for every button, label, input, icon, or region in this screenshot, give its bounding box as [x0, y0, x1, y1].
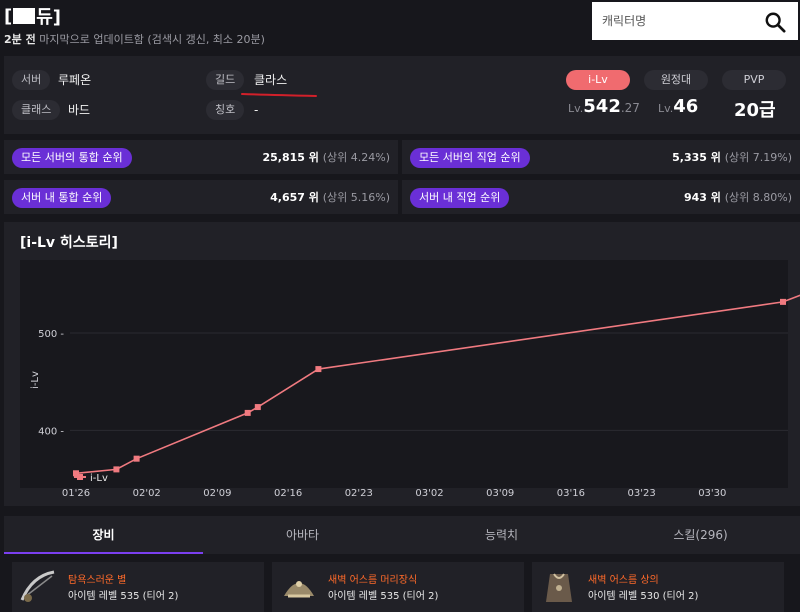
ilv-history-panel: [i-Lv 히스토리] 400 -500 - i-Lv 01'26 02'02 02'0… — [4, 222, 800, 506]
y-tick-label: 500 - — [38, 329, 64, 340]
guild-value[interactable]: 클라스 — [254, 73, 288, 87]
expedition-num: 46 — [673, 96, 699, 117]
ilv-pill[interactable]: i-Lv — [566, 70, 630, 90]
update-status: 2분 전 마지막으로 업데이트함 (검색시 갱신, 최소 20분) — [4, 31, 265, 47]
rank-label[interactable]: 서버 내 통합 순위 — [12, 188, 112, 208]
tab-avatar[interactable]: 아바타 — [285, 528, 320, 542]
expedition-prefix: Lv. — [658, 102, 674, 115]
x-tick-label: 02'02 — [133, 488, 161, 499]
ilv-data-point — [254, 404, 261, 411]
x-tick-label: 02'16 — [274, 488, 302, 499]
equip-item-head[interactable]: 새벽 어스름 머리장식 아이템 레벨 535 (티어 2) — [272, 562, 524, 612]
ilv-data-point — [73, 470, 79, 477]
redacted-name-block — [13, 8, 36, 24]
rank-value: 5,335 위 (상위 7.19%) — [672, 151, 792, 164]
rank-card-all-class: 모든 서버의 직업 순위 5,335 위 (상위 7.19%) — [402, 140, 800, 174]
equip-item-weapon[interactable]: 탐욕스러운 별 아이템 레벨 535 (티어 2) — [12, 562, 264, 612]
y-axis-label: i-Lv — [30, 371, 41, 389]
name-bracket: [ — [4, 5, 13, 27]
x-tick-label: 03'23 — [627, 488, 655, 499]
ilv-dec: .27 — [620, 101, 640, 115]
rank-card-server-class: 서버 내 직업 순위 943 위 (상위 8.80%) — [402, 180, 800, 214]
expedition-pill[interactable]: 원정대 — [644, 70, 708, 90]
pvp-pill[interactable]: PVP — [722, 70, 786, 90]
rank-value: 25,815 위 (상위 4.24%) — [262, 151, 390, 164]
history-title: [i-Lv 히스토리] — [20, 235, 118, 251]
headgear-icon — [284, 581, 314, 598]
tab-equipment[interactable]: 장비 — [92, 528, 115, 542]
class-value: 바드 — [68, 103, 91, 117]
equip-level: 아이템 레벨 535 (티어 2) — [68, 591, 179, 602]
ilv-history-chart: 400 -500 - i-Lv 01'26 02'02 02'09 02'16 02'23 0… — [20, 260, 800, 499]
character-name: [ 듀] — [4, 3, 61, 29]
weapon-icon — [20, 570, 55, 602]
rank-label[interactable]: 서버 내 직업 순위 — [410, 188, 510, 208]
search-icon[interactable] — [764, 11, 786, 33]
search-input[interactable] — [602, 14, 752, 28]
ilv-int: 542 — [583, 96, 621, 117]
pvp-value: 20급 — [734, 100, 776, 121]
rank-label[interactable]: 모든 서버의 통합 순위 — [12, 148, 132, 168]
ilv-prefix: Lv. — [568, 102, 584, 115]
title-label: 칭호 — [206, 100, 245, 120]
x-tick-label: 03'02 — [415, 488, 443, 499]
guild-label: 길드 — [206, 70, 245, 90]
rank-card-server-total: 서버 내 통합 순위 4,657 위 (상위 5.16%) — [4, 180, 398, 214]
y-tick-label: 400 - — [38, 426, 64, 437]
ilv-data-point — [780, 298, 786, 305]
ilv-data-point — [315, 366, 322, 373]
updated-ago: 2분 전 — [4, 33, 36, 46]
ilv-value: Lv.542.27 — [568, 96, 640, 117]
rank-value: 4,657 위 (상위 5.16%) — [270, 191, 390, 204]
server-label: 서버 — [12, 70, 51, 90]
ilv-data-point — [133, 455, 140, 462]
equip-name: 새벽 어스름 머리장식 — [328, 575, 418, 586]
class-label: 클래스 — [12, 100, 61, 120]
equip-name: 탐욕스러운 별 — [68, 575, 127, 586]
equip-item-chest[interactable]: 새벽 어스름 상의 아이템 레벨 530 (티어 2) — [532, 562, 784, 612]
profile-panel: 서버 루페온 클래스 바드 길드 클라스 칭호 - i-Lv Lv.542.27… — [4, 56, 800, 134]
chest-armor-icon — [546, 573, 572, 602]
equip-name: 새벽 어스름 상의 — [588, 575, 659, 586]
legend-label: i-Lv — [90, 473, 108, 484]
rank-value: 943 위 (상위 8.80%) — [683, 191, 792, 204]
title-value: - — [254, 103, 259, 117]
legend-marker — [77, 474, 83, 480]
tab-bar: 장비 아바타 능력치 스킬(296) — [4, 516, 800, 554]
x-tick-label: 03'30 — [698, 488, 726, 499]
server-value: 루페온 — [58, 73, 92, 87]
rank-label[interactable]: 모든 서버의 직업 순위 — [410, 148, 530, 168]
ilv-data-point — [244, 409, 251, 416]
rank-card-all-total: 모든 서버의 통합 순위 25,815 위 (상위 4.24%) — [4, 140, 398, 174]
active-tab-indicator — [4, 552, 203, 554]
equip-level: 아이템 레벨 535 (티어 2) — [328, 591, 439, 602]
equip-level: 아이템 레벨 530 (티어 2) — [588, 591, 699, 602]
ilv-series-line — [75, 294, 800, 475]
tab-stats[interactable]: 능력치 — [484, 528, 519, 542]
expedition-value: Lv.46 — [658, 96, 698, 117]
ilv-data-point — [113, 466, 120, 473]
x-tick-label: 02'09 — [203, 488, 231, 499]
search-box — [592, 2, 798, 40]
guild-underline-mark — [241, 93, 317, 97]
x-tick-label: 02'23 — [345, 488, 373, 499]
x-tick-label: 01'26 — [62, 488, 90, 499]
x-tick-label: 03'09 — [486, 488, 514, 499]
x-tick-label: 03'16 — [557, 488, 585, 499]
name-suffix: 듀] — [36, 7, 62, 28]
tab-skills[interactable]: 스킬(296) — [673, 528, 728, 542]
updated-note: 마지막으로 업데이트함 (검색시 갱신, 최소 20분) — [39, 33, 265, 46]
